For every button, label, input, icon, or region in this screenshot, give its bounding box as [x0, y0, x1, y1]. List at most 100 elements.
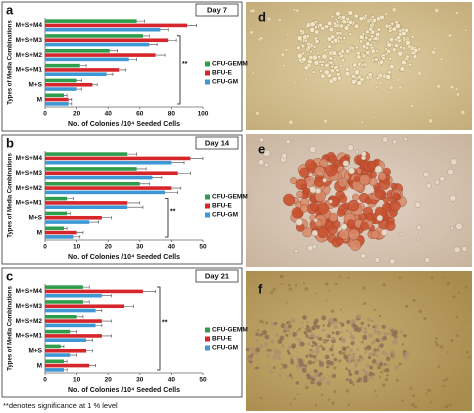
cell: [379, 59, 384, 65]
cell: [433, 46, 437, 50]
cell: [281, 152, 288, 159]
cell: [375, 395, 378, 397]
legend-swatch: [205, 336, 210, 342]
x-tick-label: 50: [199, 377, 207, 384]
error-bar: [127, 201, 141, 205]
cell: [412, 394, 416, 398]
error-bar: [86, 338, 93, 342]
y-axis-title: Types of Media Combinations: [8, 20, 14, 105]
cell: [348, 19, 354, 25]
cell: [355, 45, 359, 50]
cell: [452, 295, 456, 299]
cell: [259, 137, 264, 143]
bar: [45, 334, 102, 338]
day-box: [195, 136, 239, 150]
error-bar: [63, 93, 68, 97]
cell: [366, 363, 371, 368]
cell: [391, 26, 397, 32]
cell: [318, 378, 324, 383]
cell: [468, 356, 471, 359]
cell: [275, 333, 279, 337]
cell: [344, 70, 351, 77]
cell: [291, 344, 296, 349]
cell: [361, 63, 365, 67]
cell: [250, 346, 254, 350]
cell: [330, 34, 335, 40]
cell: [361, 53, 367, 59]
cell: [297, 338, 301, 342]
cell: [364, 334, 367, 337]
cell: [385, 356, 391, 362]
cell: [379, 14, 385, 20]
cell: [371, 319, 374, 322]
cell: [455, 11, 459, 15]
cell: [250, 358, 253, 361]
cell: [345, 328, 349, 332]
cell: [318, 361, 325, 367]
legend-label: CFU-GEMM: [212, 194, 248, 201]
cell: [449, 84, 454, 90]
cell: [395, 332, 398, 335]
bar: [45, 63, 80, 68]
cell: [294, 283, 298, 287]
error-bar: [63, 359, 68, 363]
cell: [340, 58, 346, 63]
cell: [296, 52, 303, 59]
cell: [296, 329, 300, 333]
bar: [45, 42, 150, 47]
cell: [347, 403, 351, 407]
bar: [45, 171, 178, 176]
cell: [315, 292, 318, 295]
significance-label: **: [162, 319, 168, 326]
category-label: M+S+M2: [16, 318, 43, 325]
error-bar: [76, 230, 84, 235]
x-tick-label: 30: [136, 244, 144, 251]
cell: [290, 356, 294, 359]
cell: [249, 30, 254, 35]
cell: [465, 320, 468, 323]
x-tick-label: 40: [168, 377, 176, 384]
cell: [301, 325, 304, 328]
cell: [323, 339, 327, 343]
cell: [403, 333, 407, 338]
error-bar: [142, 289, 156, 294]
category-label: M+S+M3: [16, 37, 43, 44]
cell: [290, 317, 296, 323]
cell: [347, 369, 351, 373]
cell: [312, 361, 316, 365]
cell: [356, 348, 359, 351]
cell: [333, 357, 338, 362]
error-bar: [127, 205, 144, 209]
cell: [375, 85, 379, 89]
cell: [366, 19, 371, 24]
cell: [320, 63, 325, 67]
cell: [390, 21, 395, 26]
cell: [386, 374, 389, 377]
cell: [299, 28, 304, 34]
cell: [360, 379, 364, 383]
cell: [411, 34, 415, 39]
cell: [323, 69, 330, 76]
cell: [460, 110, 466, 115]
cell: [404, 304, 409, 309]
cell: [361, 357, 365, 361]
cell: [450, 338, 454, 343]
cell: [339, 23, 344, 29]
error-bar: [63, 226, 68, 230]
cell: [305, 320, 309, 324]
bar: [45, 368, 64, 372]
cell: [391, 356, 395, 359]
cell: [320, 393, 324, 397]
cell: [272, 354, 277, 360]
cell: [314, 29, 320, 35]
legend-swatch: [205, 203, 210, 209]
cell: [288, 287, 293, 291]
error-bar: [70, 353, 77, 357]
cell: [286, 33, 290, 36]
cell: [280, 52, 285, 57]
cell: [278, 373, 282, 377]
x-tick-label: 80: [168, 111, 176, 118]
cell: [295, 381, 300, 385]
cell: [382, 383, 386, 387]
cell: [305, 327, 308, 331]
